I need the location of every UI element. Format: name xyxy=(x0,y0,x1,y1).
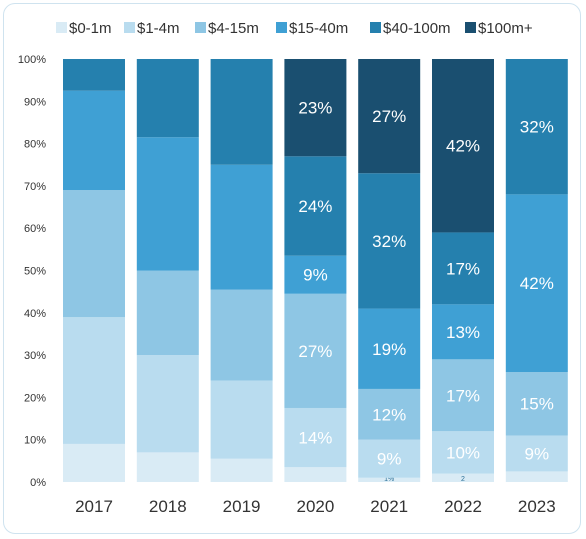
bar-2022-1-4m xyxy=(432,431,494,474)
bar-2022-40-100m xyxy=(432,232,494,305)
bar-2018-0-1m xyxy=(136,452,199,482)
y-tick-label: 100% xyxy=(18,54,46,66)
bar-2017-15-40m xyxy=(63,90,125,191)
bar-2020-40-100m xyxy=(284,156,347,256)
bar-2023-1-4m xyxy=(505,435,568,472)
bar-2019-15-40m xyxy=(210,164,273,290)
bar-2020-1-4m xyxy=(284,407,347,468)
bar-2019-1-4m xyxy=(210,380,273,459)
x-category-label: 2022 xyxy=(444,497,482,516)
x-category-label: 2019 xyxy=(223,497,261,516)
bar-2022-100m xyxy=(432,59,494,233)
data-label-2022-100m: 42% xyxy=(446,137,480,156)
legend-label-0-1m: $0-1m xyxy=(69,20,112,37)
data-label-2022-1-4m: 10% xyxy=(446,443,480,462)
x-category-label: 2021 xyxy=(370,497,408,516)
legend-label-100m: $100m+ xyxy=(478,20,533,37)
bar-2018-1-4m xyxy=(136,355,199,453)
x-category-label: 2020 xyxy=(296,497,334,516)
bar-2018-4-15m xyxy=(136,270,199,356)
y-tick-label: 30% xyxy=(24,350,46,362)
bar-2022-0-1m xyxy=(432,473,494,482)
y-tick-label: 20% xyxy=(24,392,46,404)
bar-2021-1-4m xyxy=(358,439,421,478)
data-label-2021-1-4m: 9% xyxy=(377,450,402,469)
x-category-label: 2018 xyxy=(149,497,187,516)
data-label-2021-40-100m: 32% xyxy=(372,232,406,251)
bar-2023-0-1m xyxy=(505,471,568,482)
bar-2017-1-4m xyxy=(63,317,125,444)
legend-label-1-4m: $1-4m xyxy=(137,20,180,37)
bar-2022-15-40m xyxy=(432,304,494,360)
data-label-2020-15-40m: 9% xyxy=(303,266,328,285)
bar-2018-40-100m xyxy=(136,59,199,138)
legend-swatch-100m xyxy=(465,22,476,33)
y-tick-label: 80% xyxy=(24,139,46,151)
data-label-2023-1-4m: 9% xyxy=(525,444,550,463)
bar-2020-4-15m xyxy=(284,293,347,408)
legend-swatch-4-15m xyxy=(195,22,206,33)
bar-2019-40-100m xyxy=(210,59,273,165)
legend-swatch-40-100m xyxy=(370,22,381,33)
y-tick-label: 70% xyxy=(24,181,46,193)
bar-2021-15-40m xyxy=(358,308,421,389)
y-tick-label: 50% xyxy=(24,266,46,278)
bar-2017-4-15m xyxy=(63,190,125,318)
bar-2017-0-1m xyxy=(63,443,125,482)
data-label-2020-4-15m: 27% xyxy=(298,342,332,361)
bar-2023-15-40m xyxy=(505,194,568,373)
data-label-2021-4-15m: 12% xyxy=(372,405,406,424)
bar-2021-4-15m xyxy=(358,388,421,440)
bar-2021-40-100m xyxy=(358,173,421,309)
data-label-2022-15-40m: 13% xyxy=(446,323,480,342)
legend-swatch-1-4m xyxy=(124,22,135,33)
data-label-2021-0-1m: 1% xyxy=(384,476,394,483)
data-label-2022-0-1m: 2 xyxy=(461,476,465,483)
bar-2022-4-15m xyxy=(432,359,494,432)
bar-2021-0-1m xyxy=(358,477,421,482)
data-label-2023-15-40m: 42% xyxy=(520,274,554,293)
legend-swatch-15-40m xyxy=(276,22,287,33)
data-label-2020-1-4m: 14% xyxy=(298,429,332,448)
bar-2023-4-15m xyxy=(505,372,568,436)
data-label-2020-40-100m: 24% xyxy=(298,197,332,216)
y-tick-label: 60% xyxy=(24,223,46,235)
bar-2020-15-40m xyxy=(284,255,347,294)
x-category-label: 2017 xyxy=(75,497,113,516)
data-label-2023-4-15m: 15% xyxy=(520,395,554,414)
data-label-2022-40-100m: 17% xyxy=(446,259,480,278)
data-label-2022-4-15m: 17% xyxy=(446,386,480,405)
legend-label-4-15m: $4-15m xyxy=(208,20,259,37)
bar-2017-40-100m xyxy=(63,59,125,91)
bar-2020-100m xyxy=(284,59,347,157)
bar-2020-0-1m xyxy=(284,467,347,482)
y-tick-label: 10% xyxy=(24,435,46,447)
legend-label-15-40m: $15-40m xyxy=(289,20,348,37)
x-category-label: 2023 xyxy=(518,497,556,516)
bar-2019-0-1m xyxy=(210,458,273,482)
bar-2021-100m xyxy=(358,59,421,174)
y-tick-label: 90% xyxy=(24,96,46,108)
data-label-2023-40-100m: 32% xyxy=(520,118,554,137)
y-tick-label: 0% xyxy=(30,477,46,489)
legend-label-40-100m: $40-100m xyxy=(383,20,451,37)
bar-2023-40-100m xyxy=(505,59,568,195)
legend-swatch-0-1m xyxy=(56,22,67,33)
y-tick-label: 40% xyxy=(24,308,46,320)
data-label-2020-100m: 23% xyxy=(298,99,332,118)
data-label-2021-15-40m: 19% xyxy=(372,340,406,359)
data-label-2021-100m: 27% xyxy=(372,107,406,126)
bar-2019-4-15m xyxy=(210,289,273,381)
bar-2018-15-40m xyxy=(136,137,199,271)
